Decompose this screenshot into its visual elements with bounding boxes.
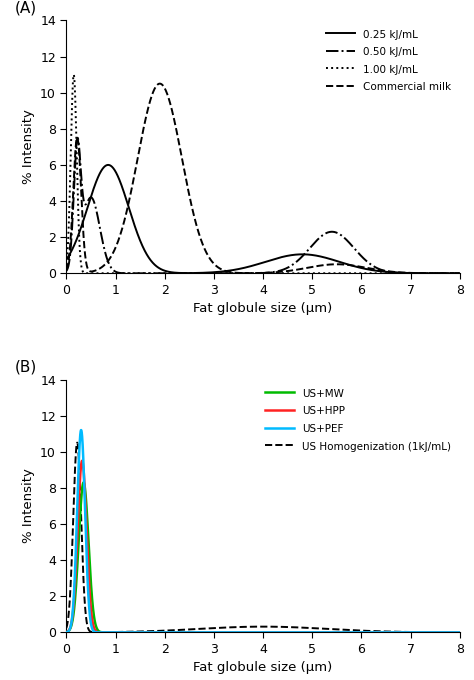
X-axis label: Fat globule size (μm): Fat globule size (μm) bbox=[193, 662, 333, 675]
X-axis label: Fat globule size (μm): Fat globule size (μm) bbox=[193, 303, 333, 316]
Text: (A): (A) bbox=[15, 0, 37, 15]
Legend: US+MW, US+HPP, US+PEF, US Homogenization (1kJ/mL): US+MW, US+HPP, US+PEF, US Homogenization… bbox=[262, 385, 455, 455]
Text: (B): (B) bbox=[15, 359, 37, 374]
Legend: 0.25 kJ/mL, 0.50 kJ/mL, 1.00 kJ/mL, Commercial milk: 0.25 kJ/mL, 0.50 kJ/mL, 1.00 kJ/mL, Comm… bbox=[323, 26, 455, 96]
Y-axis label: % Intensity: % Intensity bbox=[21, 109, 35, 184]
Y-axis label: % Intensity: % Intensity bbox=[21, 469, 35, 543]
